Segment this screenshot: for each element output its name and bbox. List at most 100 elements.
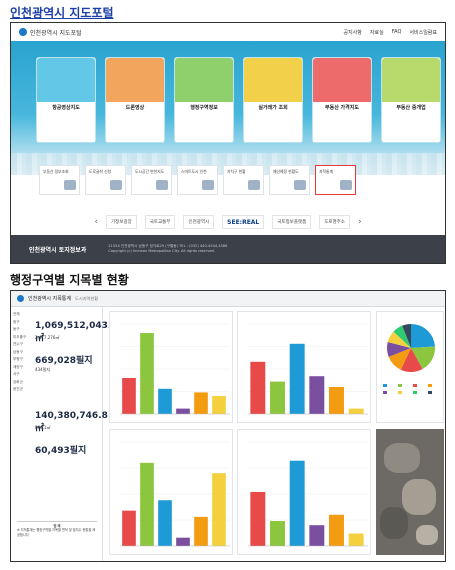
pie-legend-swatch: [413, 391, 417, 394]
hero-card-title: 드론영상: [125, 105, 145, 111]
pie-slice[interactable]: [388, 348, 411, 370]
pie-slice[interactable]: [387, 331, 411, 348]
partner-2[interactable]: 인천광역시: [183, 215, 215, 229]
city-emblem-icon: [19, 28, 27, 36]
legend-title: 범 례: [53, 524, 61, 528]
hero-card-illustration: [37, 58, 95, 102]
sub-service-card[interactable]: 도로굴착 신청: [85, 165, 126, 195]
chart-bar[interactable]: [158, 500, 172, 546]
hero-card[interactable]: 부동산 중개업: [381, 57, 441, 143]
district-menu-item[interactable]: 남동구: [13, 349, 23, 354]
nav-notice[interactable]: 공지사항: [343, 29, 362, 36]
sub-service-label: 스마트도시 인천: [181, 169, 207, 174]
service-icon: [64, 180, 76, 190]
chart-bar[interactable]: [212, 473, 226, 546]
pie-chart: [383, 324, 435, 394]
chart-bar[interactable]: [250, 361, 266, 414]
district-menu-item[interactable]: 계양구: [13, 364, 23, 369]
hero-card[interactable]: 실거래가 조회: [243, 57, 303, 143]
sub-service-card[interactable]: 지적통계: [315, 165, 356, 195]
pie-slice[interactable]: [411, 324, 435, 348]
pie-slice[interactable]: [402, 324, 411, 348]
total-area-value: 1,069,512,043.4㎡: [35, 321, 118, 344]
hero-card[interactable]: 항공영상지도: [36, 57, 96, 143]
hero-card[interactable]: 행정구역정보: [174, 57, 234, 143]
hero-card[interactable]: 드론영상: [105, 57, 165, 143]
partner-3[interactable]: SEE:REAL: [222, 215, 265, 229]
chart-bar[interactable]: [309, 376, 325, 414]
district-menu-item[interactable]: 강화군: [13, 379, 23, 384]
sub-service-card[interactable]: 예산예정 현황도: [269, 165, 310, 195]
hero-card-illustration: [244, 58, 302, 102]
stat-label: [35, 345, 101, 353]
pie-slice[interactable]: [387, 342, 411, 357]
partner-1[interactable]: 국토교통부: [144, 215, 176, 229]
pie-legend-swatch: [413, 384, 417, 387]
sub-service-row: 부동산 정보조회 도로굴착 신청 도시공간 변천지도 스마트도시 인천 자치구 현황 예산…: [39, 165, 356, 195]
sub-service-card[interactable]: 스마트도시 인천: [177, 165, 218, 195]
chart-bar[interactable]: [250, 491, 266, 546]
chart-bar[interactable]: [289, 460, 305, 546]
sub-service-card[interactable]: 자치구 현황: [223, 165, 264, 195]
pie-legend-swatch: [383, 384, 387, 387]
bar-chart: [120, 323, 230, 415]
dashboard-screenshot: 인천광역시 지목통계 도시지역현황 전체 중구 동구 미추홀구 연수구 남동구 부평구 계양구…: [10, 290, 446, 562]
chevron-right-icon[interactable]: ›: [357, 217, 362, 227]
chart-bar[interactable]: [348, 408, 364, 414]
district-menu-item[interactable]: 중구: [13, 319, 20, 324]
district-menu-item[interactable]: 옹진군: [13, 387, 23, 391]
pie-slice[interactable]: [400, 348, 423, 372]
portal-screenshot: 인천광역시 지도포털 공지사항 자료실 FAQ 서비스일람표 항공영상지도 드론영…: [10, 22, 446, 264]
district-menu-item[interactable]: 서구: [13, 372, 20, 376]
district-menu-item[interactable]: 연수구: [13, 342, 23, 346]
chart-bar[interactable]: [140, 462, 154, 546]
hero-card[interactable]: 부동산 가격지도: [312, 57, 372, 143]
pie-slice[interactable]: [411, 346, 435, 370]
chevron-left-icon[interactable]: ‹: [94, 217, 99, 227]
chart-bar[interactable]: [309, 525, 325, 546]
partner-0[interactable]: 기정보광장: [106, 215, 137, 229]
stats-caption: 행정구역별 지목별 현황: [10, 273, 129, 287]
chart-bar[interactable]: [329, 514, 344, 546]
chart-bar[interactable]: [270, 521, 285, 546]
hero-card-illustration: [313, 58, 371, 102]
nav-service-list[interactable]: 서비스일람표: [409, 29, 437, 36]
chart-bar[interactable]: [289, 343, 305, 414]
chart-bar[interactable]: [270, 381, 285, 414]
stat-summary: 1,069,512,043.4㎡ 2,417,276㎡ 669,028필지 43…: [35, 313, 118, 457]
chart-bar[interactable]: [122, 510, 136, 546]
chart-bar[interactable]: [158, 388, 172, 414]
nav-library[interactable]: 자료실: [369, 29, 384, 36]
service-icon: [156, 180, 168, 190]
district-menu-item[interactable]: 동구: [13, 327, 20, 331]
chart-bar[interactable]: [176, 537, 190, 546]
legend-text: ※ 지적통계는 행정구역별 지목별 면적 및 필지수 현황을 제공합니다: [17, 528, 96, 537]
partner-4[interactable]: 국토정보플랫폼: [272, 215, 312, 229]
pie-slice[interactable]: [393, 325, 411, 348]
chart-bar[interactable]: [348, 533, 364, 546]
map-panel[interactable]: [376, 429, 444, 555]
bar-chart-panel: [109, 311, 233, 423]
hero-card-title: 부동산 중개업: [396, 105, 426, 111]
sub-service-card[interactable]: 도시공간 변천지도: [131, 165, 172, 195]
nav-faq[interactable]: FAQ: [391, 28, 402, 35]
portal-logo[interactable]: 인천광역시 지도포털: [19, 28, 82, 37]
bar-chart-panel: [109, 429, 233, 555]
district-menu-item[interactable]: 부평구: [13, 357, 23, 361]
district-menu-item[interactable]: 전체: [13, 312, 20, 316]
partner-5[interactable]: 도로명주소: [319, 215, 350, 229]
chart-bar[interactable]: [176, 408, 190, 414]
chart-bar[interactable]: [122, 378, 136, 414]
district-menu-item[interactable]: 미추홀구: [13, 334, 27, 339]
chart-bar[interactable]: [329, 387, 344, 414]
dashboard-subtitle[interactable]: 도시지역현황: [75, 295, 99, 301]
sub-service-card[interactable]: 부동산 정보조회: [39, 165, 80, 195]
chart-bar[interactable]: [140, 333, 154, 414]
chart-bar[interactable]: [194, 392, 208, 414]
chart-bar[interactable]: [194, 516, 208, 546]
stat-spacer: [35, 377, 101, 411]
city-parcels-value: 60,493필지: [35, 446, 87, 456]
footer-brand: 인천광역시 토지정보과: [29, 246, 87, 254]
chart-bar[interactable]: [212, 396, 226, 414]
